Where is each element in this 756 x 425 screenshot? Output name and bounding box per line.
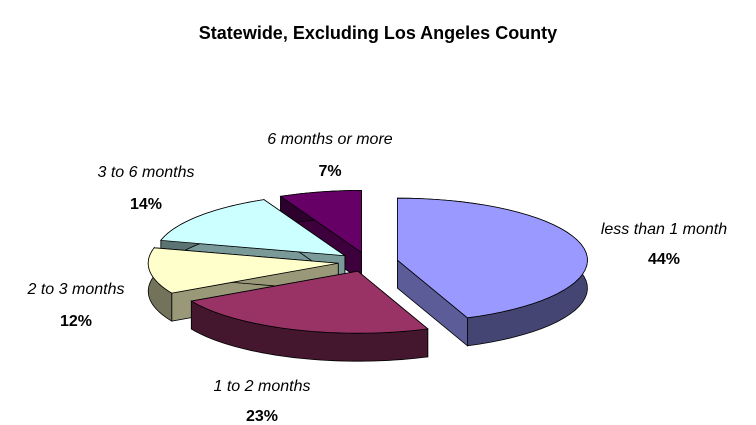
- slice-top: [397, 197, 588, 319]
- slice-top: [160, 199, 347, 257]
- value-label: 14%: [130, 196, 162, 213]
- chart-title: Statewide, Excluding Los Angeles County: [199, 23, 557, 43]
- pie: [147, 190, 588, 362]
- slice: [397, 197, 588, 347]
- slice-label: 3 to 6 months: [98, 164, 195, 181]
- slice: [190, 270, 429, 362]
- value-label: 23%: [246, 408, 278, 425]
- slice-top: [147, 247, 339, 294]
- slice-top: [190, 270, 429, 334]
- slice-label: less than 1 month: [601, 221, 727, 238]
- value-label: 12%: [60, 313, 92, 330]
- value-label: 7%: [318, 163, 341, 180]
- slice-label: 1 to 2 months: [214, 378, 311, 395]
- slice-top: [279, 190, 362, 254]
- slice-label: 2 to 3 months: [27, 281, 125, 298]
- slice-label: 6 months or more: [267, 131, 392, 148]
- value-label: 44%: [648, 251, 680, 268]
